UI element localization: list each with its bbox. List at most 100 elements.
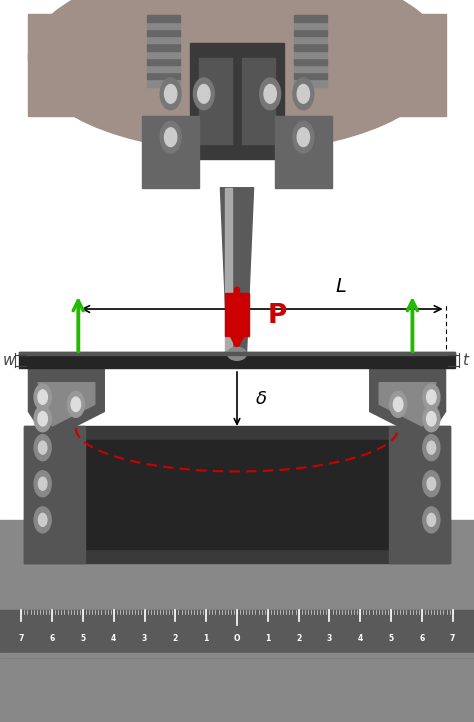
Circle shape (293, 78, 314, 110)
Bar (199, 58, 232, 144)
Circle shape (390, 391, 407, 417)
Circle shape (423, 507, 440, 533)
Bar (242, 58, 275, 144)
Circle shape (71, 397, 81, 412)
Bar (24, 426, 450, 563)
Bar (294, 58, 327, 65)
Circle shape (423, 435, 440, 461)
Text: 3: 3 (142, 635, 147, 643)
Circle shape (427, 513, 436, 526)
Bar (294, 44, 327, 51)
Circle shape (423, 471, 440, 497)
Circle shape (34, 435, 51, 461)
Bar (147, 15, 180, 22)
Bar (142, 116, 199, 188)
Text: O: O (234, 635, 240, 643)
Bar (147, 58, 180, 65)
Bar (294, 22, 327, 29)
Circle shape (297, 84, 310, 103)
Circle shape (264, 84, 276, 103)
Polygon shape (220, 188, 254, 354)
Bar (0, 0, 474, 520)
Text: 1: 1 (265, 635, 271, 643)
Bar (28, 14, 446, 116)
Bar (225, 293, 249, 336)
Circle shape (427, 412, 436, 426)
Circle shape (423, 406, 440, 432)
Bar (147, 66, 180, 72)
Text: P: P (268, 303, 287, 329)
Bar (275, 116, 332, 188)
Text: 5: 5 (389, 635, 393, 643)
Text: 4: 4 (357, 635, 363, 643)
Circle shape (297, 128, 310, 147)
Text: 7: 7 (450, 635, 456, 643)
Text: 1: 1 (203, 635, 209, 643)
Circle shape (160, 78, 181, 110)
Circle shape (160, 121, 181, 153)
Ellipse shape (28, 0, 446, 152)
Polygon shape (370, 368, 446, 440)
Bar (294, 80, 327, 87)
Text: t: t (463, 353, 468, 367)
Circle shape (67, 391, 84, 417)
Bar (147, 51, 180, 58)
Circle shape (423, 384, 440, 410)
Bar (225, 188, 232, 354)
Text: 3: 3 (327, 635, 332, 643)
Circle shape (34, 406, 51, 432)
Text: 2: 2 (296, 635, 301, 643)
Circle shape (38, 412, 47, 426)
Circle shape (38, 477, 47, 490)
Text: 6: 6 (419, 635, 425, 643)
Bar (294, 30, 327, 36)
Bar (0, 610, 474, 657)
Circle shape (427, 441, 436, 454)
Bar (294, 37, 327, 43)
Bar (0, 520, 474, 722)
Circle shape (34, 471, 51, 497)
Circle shape (193, 78, 214, 110)
Circle shape (393, 397, 403, 412)
Bar (294, 51, 327, 58)
Text: L: L (336, 277, 346, 296)
Circle shape (38, 513, 47, 526)
Bar (190, 43, 284, 159)
Circle shape (427, 477, 436, 490)
Bar (147, 37, 180, 43)
Bar (147, 22, 180, 29)
Text: 7: 7 (18, 635, 24, 643)
Circle shape (198, 84, 210, 103)
Circle shape (260, 78, 281, 110)
Text: 5: 5 (81, 635, 85, 643)
Polygon shape (379, 383, 436, 426)
Bar (19, 352, 455, 368)
Bar (147, 44, 180, 51)
Circle shape (38, 390, 47, 404)
Circle shape (34, 384, 51, 410)
Circle shape (164, 84, 177, 103)
Circle shape (38, 441, 47, 454)
Bar (85, 440, 389, 549)
Bar (147, 30, 180, 36)
Polygon shape (38, 383, 95, 426)
Bar (389, 426, 450, 563)
Ellipse shape (228, 347, 246, 360)
Circle shape (293, 121, 314, 153)
Bar (294, 15, 327, 22)
Bar (294, 66, 327, 72)
Circle shape (164, 128, 177, 147)
Bar (0, 653, 474, 657)
Bar (19, 352, 455, 355)
Text: δ: δ (256, 390, 267, 408)
Text: 6: 6 (49, 635, 55, 643)
Bar (24, 426, 85, 563)
Text: 4: 4 (111, 635, 117, 643)
Circle shape (34, 507, 51, 533)
Circle shape (427, 390, 436, 404)
Bar (147, 80, 180, 87)
Bar (294, 73, 327, 79)
Text: 2: 2 (173, 635, 178, 643)
Text: w: w (2, 353, 15, 367)
Bar (147, 73, 180, 79)
